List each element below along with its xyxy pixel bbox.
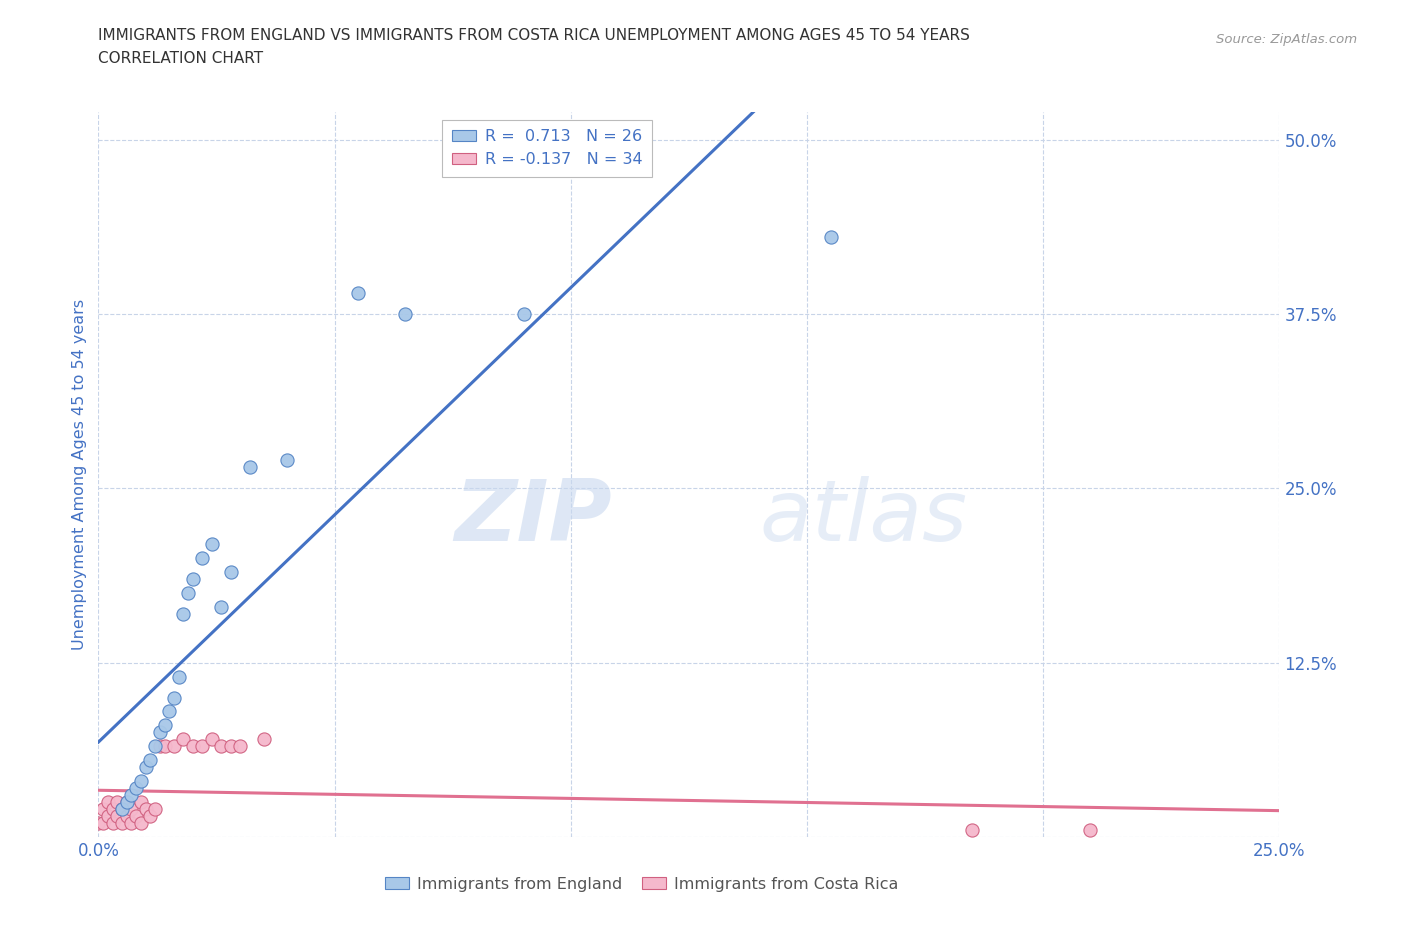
Point <box>129 794 152 809</box>
Point <box>181 571 204 587</box>
Point <box>101 816 124 830</box>
Point <box>512 307 534 322</box>
Point <box>111 802 134 817</box>
Point <box>91 816 114 830</box>
Point <box>347 286 370 300</box>
Point <box>229 738 252 753</box>
Point <box>167 670 190 684</box>
Point <box>139 753 162 768</box>
Text: Source: ZipAtlas.com: Source: ZipAtlas.com <box>1216 33 1357 46</box>
Point <box>219 738 242 753</box>
Point <box>149 738 172 753</box>
Point <box>149 725 172 740</box>
Point <box>115 794 138 809</box>
Point <box>111 816 134 830</box>
Point <box>135 802 157 817</box>
Point <box>209 738 232 753</box>
Y-axis label: Unemployment Among Ages 45 to 54 years: Unemployment Among Ages 45 to 54 years <box>72 299 87 650</box>
Point <box>97 809 120 824</box>
Point <box>177 586 200 601</box>
Text: IMMIGRANTS FROM ENGLAND VS IMMIGRANTS FROM COSTA RICA UNEMPLOYMENT AMONG AGES 45: IMMIGRANTS FROM ENGLAND VS IMMIGRANTS FR… <box>98 28 970 43</box>
Point <box>163 738 186 753</box>
Point <box>253 732 276 747</box>
Point <box>181 738 204 753</box>
Point <box>172 732 194 747</box>
Legend: Immigrants from England, Immigrants from Costa Rica: Immigrants from England, Immigrants from… <box>380 870 904 898</box>
Point <box>129 816 152 830</box>
Point <box>394 307 416 322</box>
Point <box>105 794 128 809</box>
Point <box>209 600 232 615</box>
Point <box>125 781 148 796</box>
Point <box>105 809 128 824</box>
Point <box>191 551 214 565</box>
Text: atlas: atlas <box>759 476 967 559</box>
Point <box>135 760 157 775</box>
Point <box>121 788 143 803</box>
Point <box>191 738 214 753</box>
Point <box>125 809 148 824</box>
Point <box>111 802 134 817</box>
Text: ZIP: ZIP <box>454 476 612 559</box>
Point <box>276 453 298 468</box>
Point <box>115 794 138 809</box>
Point <box>1080 823 1102 838</box>
Point <box>129 774 152 789</box>
Point <box>153 718 176 733</box>
Point <box>97 794 120 809</box>
Point <box>163 690 186 705</box>
Text: CORRELATION CHART: CORRELATION CHART <box>98 51 263 66</box>
Point <box>219 565 242 579</box>
Point <box>121 802 143 817</box>
Point <box>201 537 224 551</box>
Point <box>101 802 124 817</box>
Point <box>239 460 262 475</box>
Point <box>121 816 143 830</box>
Point <box>157 704 180 719</box>
Point <box>87 816 110 830</box>
Point <box>139 809 162 824</box>
Point <box>115 809 138 824</box>
Point <box>820 230 842 245</box>
Point <box>143 802 166 817</box>
Point <box>143 738 166 753</box>
Point <box>172 606 194 621</box>
Point <box>153 738 176 753</box>
Point <box>962 823 984 838</box>
Point <box>91 802 114 817</box>
Point <box>201 732 224 747</box>
